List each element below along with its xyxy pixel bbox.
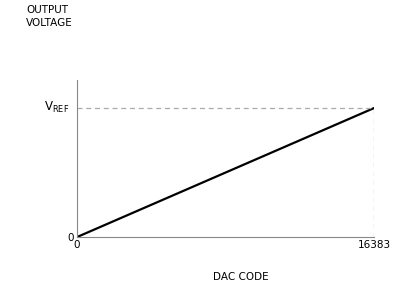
Text: DAC CODE: DAC CODE xyxy=(213,272,268,282)
Text: V$_{\mathregular{REF}}$: V$_{\mathregular{REF}}$ xyxy=(44,100,69,116)
Text: OUTPUT
VOLTAGE: OUTPUT VOLTAGE xyxy=(26,5,73,28)
